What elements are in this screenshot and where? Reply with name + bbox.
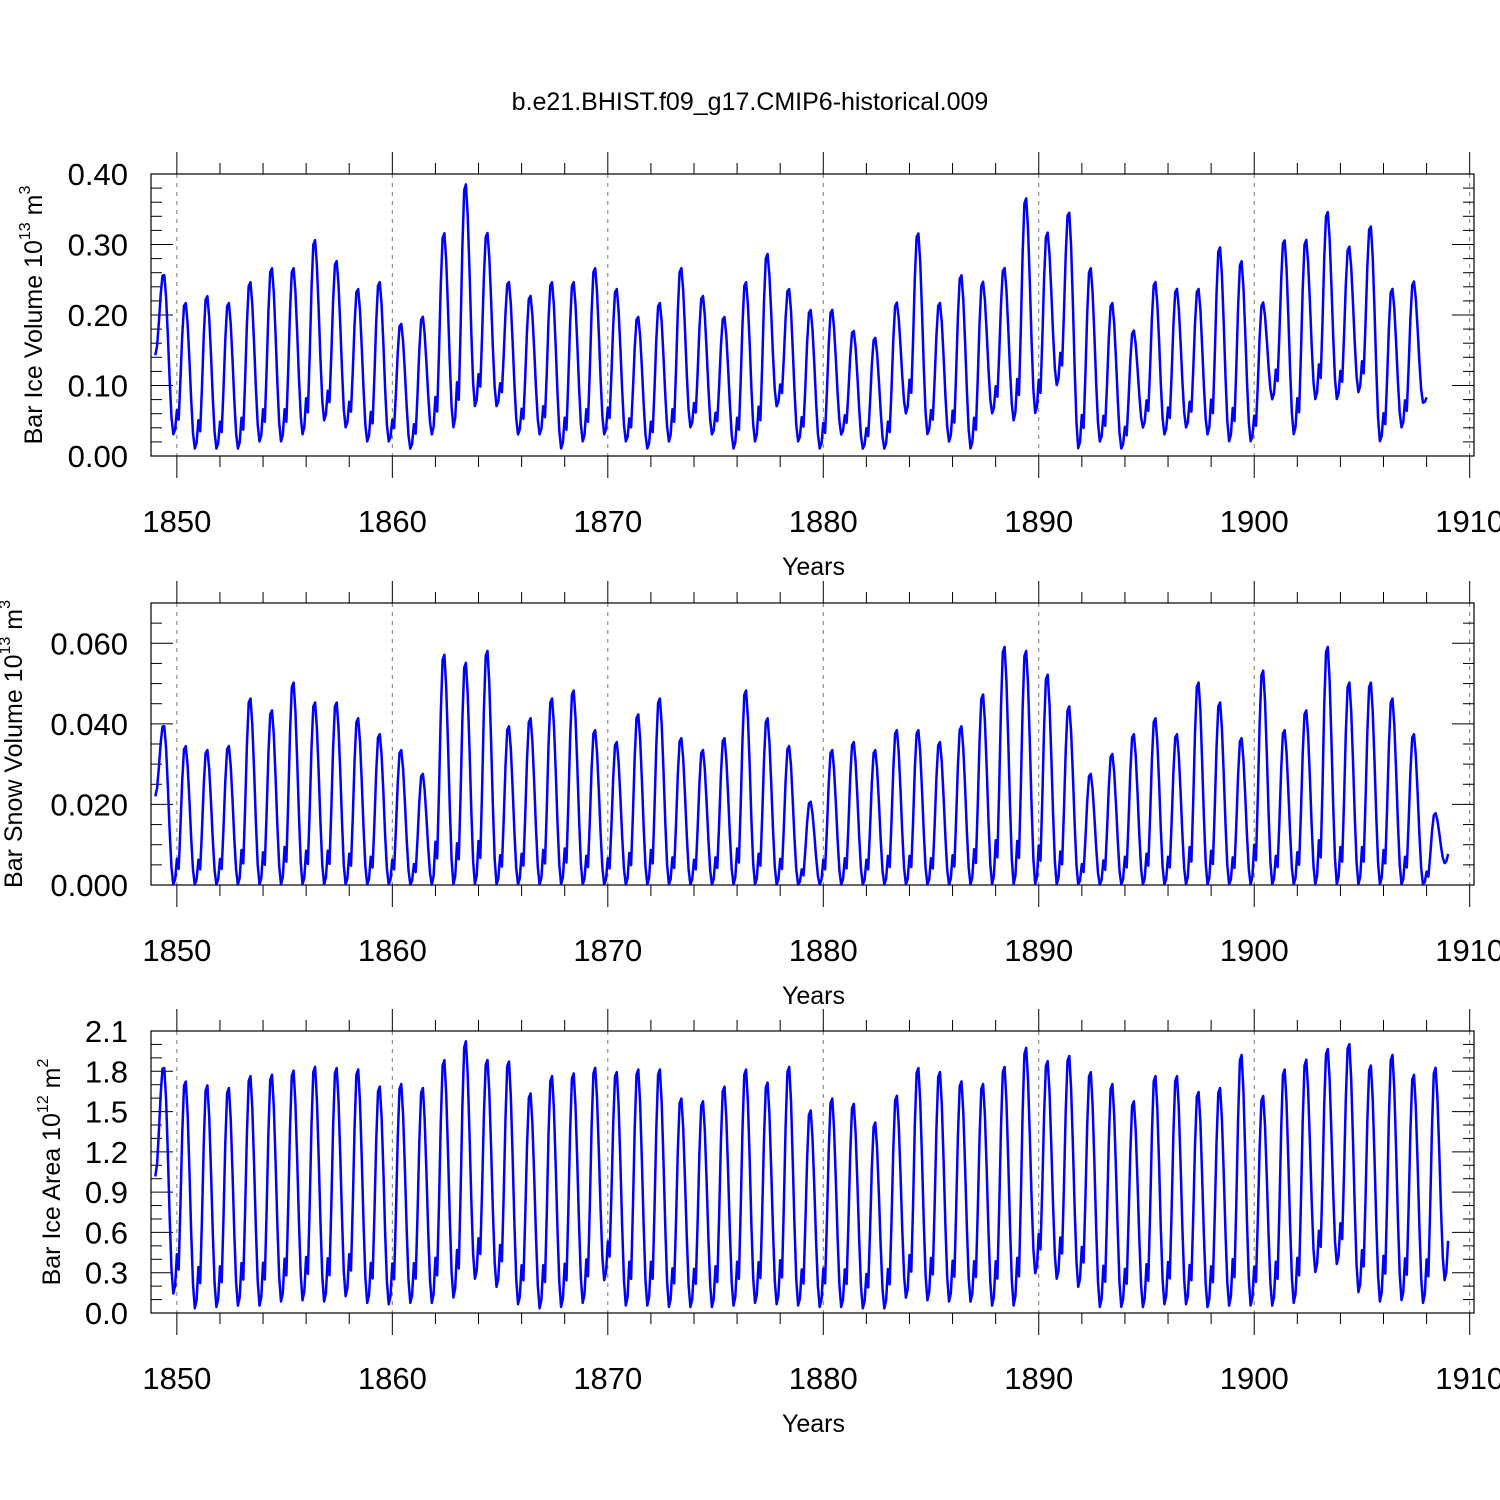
panel-ice-volume: 1850 1860 1870 1880 1890 1900 1910 0.00 0.10 0.20… <box>17 152 1500 581</box>
x-axis-title: Years <box>782 1410 845 1438</box>
x-tick-label: 1850 <box>142 1361 211 1396</box>
panel-ice-area: 1850 1860 1870 1880 1890 1900 1910 0.0 0.3 0.6 0.9… <box>35 1009 1500 1438</box>
y-tick-label: 2.1 <box>85 1014 128 1049</box>
x-tick-label: 1860 <box>358 1361 427 1396</box>
plot-frame <box>150 602 1475 886</box>
plot-frame <box>150 173 1475 457</box>
y-tick-label: 0.10 <box>68 369 128 404</box>
x-tick-label: 1910 <box>1435 933 1500 968</box>
y-tick-label: 0.20 <box>68 298 128 333</box>
y-tick-label: 0.020 <box>50 787 128 822</box>
x-tick-label: 1850 <box>142 933 211 968</box>
x-tick-label: 1890 <box>1004 933 1073 968</box>
chart-title: b.e21.BHIST.f09_g17.CMIP6-historical.009 <box>512 88 989 116</box>
x-tick-label: 1910 <box>1435 1361 1500 1396</box>
x-tick-label: 1890 <box>1004 1361 1073 1396</box>
y-tick-label: 0.6 <box>85 1215 128 1250</box>
x-tick-label: 1900 <box>1220 504 1289 539</box>
y-tick-label: 0.40 <box>68 157 128 192</box>
x-tick-label: 1870 <box>573 504 642 539</box>
x-tick-label: 1850 <box>142 504 211 539</box>
y-tick-label: 0.9 <box>85 1175 128 1210</box>
x-tick-label: 1910 <box>1435 504 1500 539</box>
y-axis-title: Bar Ice Area 1012 m2 <box>35 1059 66 1286</box>
y-tick-label: 0.0 <box>85 1296 128 1331</box>
x-tick-label: 1860 <box>358 933 427 968</box>
y-tick-label: 0.00 <box>68 439 128 474</box>
x-axis-title: Years <box>782 982 845 1010</box>
plot-frame <box>150 1030 1475 1314</box>
y-tick-label: 0.000 <box>50 868 128 903</box>
y-axis-title: Bar Snow Volume 1013 m3 <box>0 600 28 888</box>
x-tick-label: 1870 <box>573 1361 642 1396</box>
series-line-snow-volume <box>154 645 1450 886</box>
y-tick-label: 0.040 <box>50 707 128 742</box>
x-tick-label: 1890 <box>1004 504 1073 539</box>
y-tick-label: 1.2 <box>85 1135 128 1170</box>
x-tick-label: 1900 <box>1220 933 1289 968</box>
x-tick-label: 1870 <box>573 933 642 968</box>
panel-snow-volume: 1850 1860 1870 1880 1890 1900 1910 0.000 0.020 0.… <box>0 581 1500 1010</box>
x-tick-label: 1880 <box>789 1361 858 1396</box>
series-line-ice-volume <box>154 183 1428 450</box>
x-tick-label: 1900 <box>1220 1361 1289 1396</box>
y-tick-label: 1.8 <box>85 1054 128 1089</box>
series-line-ice-area <box>154 1040 1450 1310</box>
y-axis-title: Bar Ice Volume 1013 m3 <box>17 186 48 445</box>
x-tick-label: 1880 <box>789 933 858 968</box>
x-axis-title: Years <box>782 553 845 581</box>
x-tick-label: 1860 <box>358 504 427 539</box>
y-tick-label: 0.30 <box>68 228 128 263</box>
y-tick-label: 0.060 <box>50 626 128 661</box>
y-tick-label: 1.5 <box>85 1095 128 1130</box>
y-tick-label: 0.3 <box>85 1256 128 1291</box>
x-tick-label: 1880 <box>789 504 858 539</box>
